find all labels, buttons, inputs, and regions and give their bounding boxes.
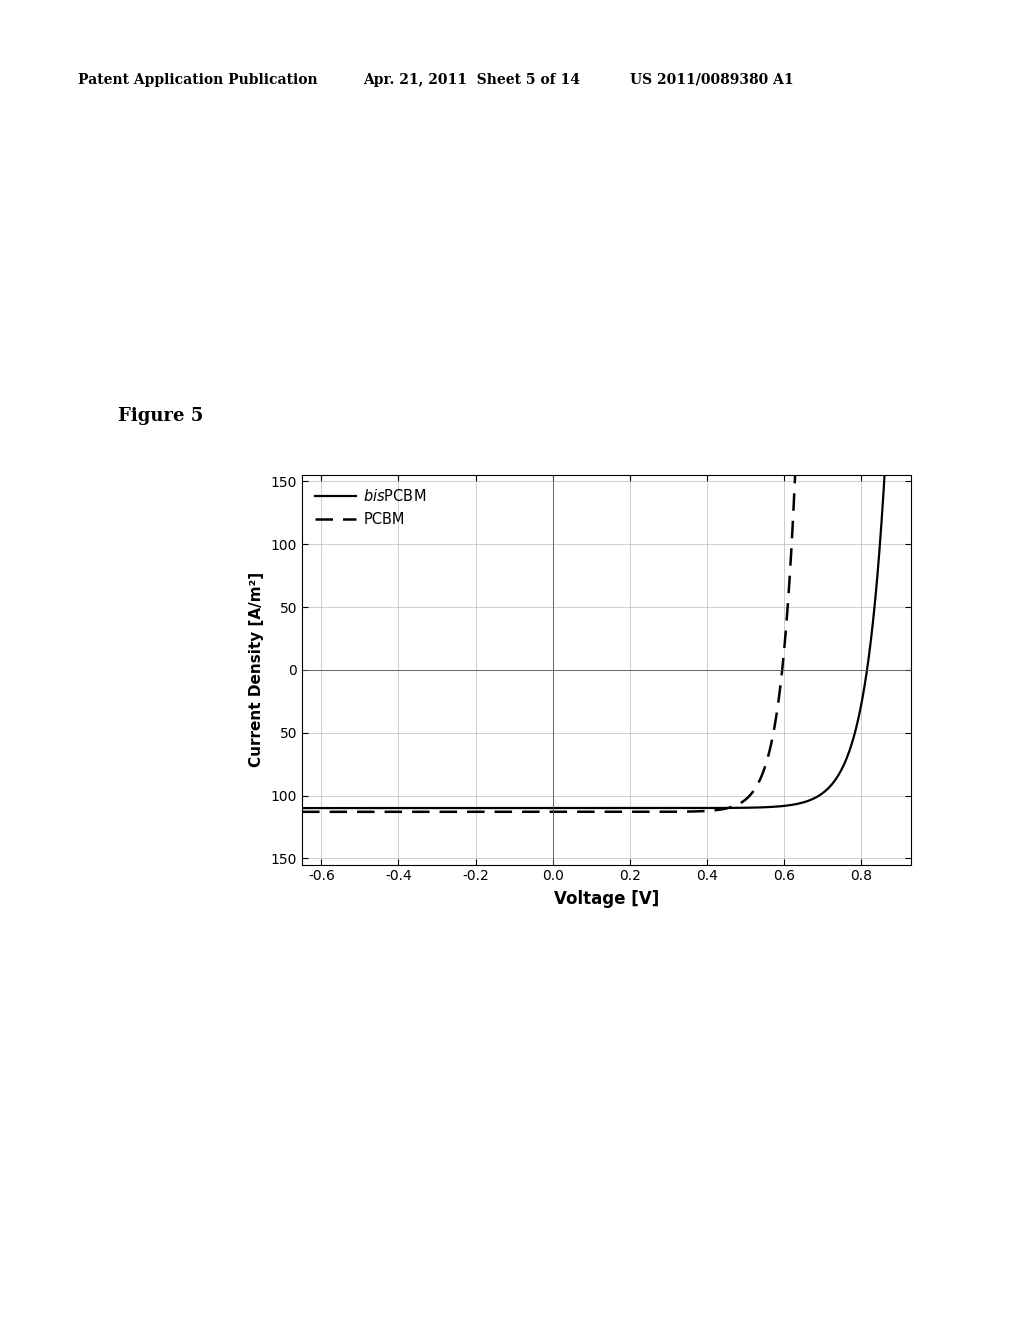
PCBM [888, 285, 900, 301]
Line: PCBM: PCBM [302, 293, 911, 812]
Text: Patent Application Publication: Patent Application Publication [78, 73, 317, 87]
X-axis label: Voltage [V]: Voltage [V] [554, 891, 659, 908]
$\mathit{bis}$PCBM [296, 800, 308, 816]
PCBM [888, 285, 900, 301]
Text: US 2011/0089380 A1: US 2011/0089380 A1 [630, 73, 794, 87]
PCBM [296, 804, 308, 820]
Y-axis label: Current Density [A/m²]: Current Density [A/m²] [249, 573, 264, 767]
PCBM [327, 804, 339, 820]
PCBM [905, 285, 918, 301]
Line: $\mathit{bis}$PCBM: $\mathit{bis}$PCBM [302, 293, 911, 808]
$\mathit{bis}$PCBM [592, 800, 604, 816]
PCBM [775, 665, 787, 681]
$\mathit{bis}$PCBM [887, 285, 899, 301]
Text: Figure 5: Figure 5 [118, 407, 203, 425]
PCBM [577, 804, 589, 820]
$\mathit{bis}$PCBM [577, 800, 589, 816]
Text: Apr. 21, 2011  Sheet 5 of 14: Apr. 21, 2011 Sheet 5 of 14 [364, 73, 581, 87]
$\mathit{bis}$PCBM [775, 799, 787, 814]
$\mathit{bis}$PCBM [905, 285, 918, 301]
Legend: $\mathit{bis}$PCBM, PCBM: $\mathit{bis}$PCBM, PCBM [309, 483, 432, 532]
$\mathit{bis}$PCBM [327, 800, 339, 816]
$\mathit{bis}$PCBM [888, 285, 900, 301]
PCBM [592, 804, 604, 820]
PCBM [796, 285, 808, 301]
$\mathit{bis}$PCBM [888, 285, 900, 301]
